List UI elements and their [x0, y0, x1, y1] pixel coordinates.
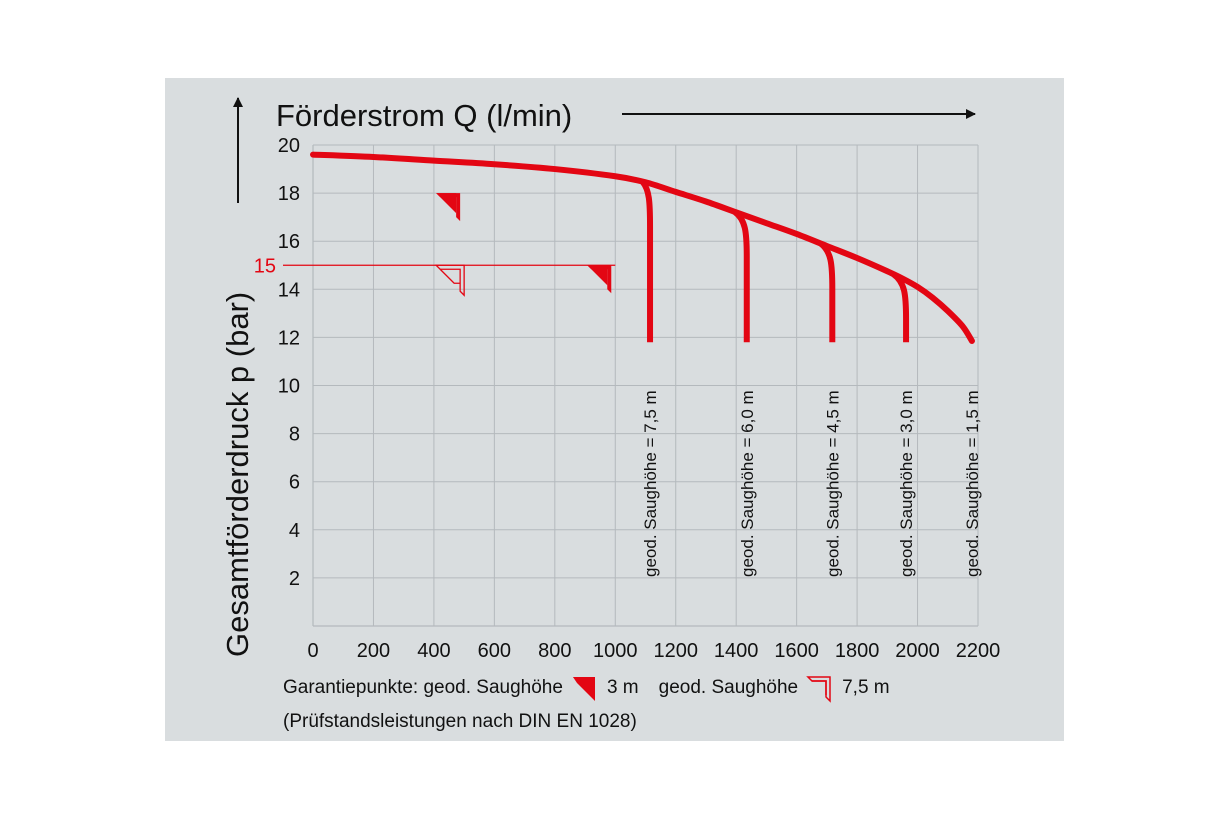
marker-inner [439, 268, 461, 284]
x-tick-label-5: 1000 [593, 640, 638, 662]
reference-line-label: 15 [254, 255, 276, 277]
legend-outline-value: 7,5 m [842, 677, 890, 698]
legend-label-2: geod. Saughöhe [658, 677, 799, 698]
filled-guarantee-marker-2 [587, 265, 612, 294]
marker-frame [436, 193, 461, 222]
x-tick-label-11: 2200 [956, 640, 1001, 662]
axes [312, 145, 978, 627]
series-label-1: geod. Saughöhe = 6,0 m [738, 390, 757, 577]
x-tick-label-0: 0 [307, 640, 318, 662]
outline-guarantee-marker-1 [434, 264, 465, 297]
x-tick-label-2: 400 [417, 640, 450, 662]
tick-labels: 0 200 400 600 800 1000 1200 1400 1600 1800 2000 220… [278, 135, 1001, 662]
branch-curve-1 [732, 209, 750, 343]
y-tick-label-9: 20 [278, 135, 300, 157]
main-curve [310, 151, 975, 345]
series-label-0: geod. Saughöhe = 7,5 m [641, 390, 660, 577]
y-tick-label-7: 16 [278, 231, 300, 253]
y-tick-label-6: 14 [278, 279, 300, 301]
x-tick-label-8: 1600 [774, 640, 819, 662]
x-axis-title: Förderstrom Q (l/min) [276, 98, 572, 133]
marker-outline [434, 264, 465, 297]
chart-panel [165, 78, 1064, 741]
legend-filled-value: 3 m [606, 677, 639, 698]
series-label-4: geod. Saughöhe = 1,5 m [963, 390, 982, 577]
filled-guarantee-icon [572, 677, 595, 701]
grid [312, 144, 979, 626]
marker-fill [436, 193, 457, 214]
x-tick-label-6: 1200 [653, 640, 698, 662]
guarantee-markers [434, 193, 612, 297]
series-labels: geod. Saughöhe = 7,5 m geod. Saughöhe = 6… [641, 390, 982, 577]
footnote: (Prüfstandsleistungen nach DIN EN 1028) [283, 711, 637, 732]
branch-curve-0 [640, 179, 654, 343]
marker-fill [587, 265, 608, 286]
marker-frame [587, 265, 612, 294]
y-tick-label-2: 6 [289, 472, 300, 494]
reference-line-15: 15 [254, 255, 616, 277]
y-axis-title: Gesamtförderdruck p (bar) [220, 292, 255, 657]
y-tick-label-1: 4 [289, 520, 300, 542]
branch-curve-2 [818, 241, 836, 343]
series-label-2: geod. Saughöhe = 4,5 m [823, 390, 842, 577]
y-tick-label-8: 18 [278, 183, 300, 205]
series-label-3: geod. Saughöhe = 3,0 m [897, 390, 916, 577]
curves [310, 151, 975, 345]
filled-guarantee-marker-0 [436, 193, 461, 222]
legend: Garantiepunkte: geod. Saughöhe 3 m geod.… [283, 673, 890, 703]
x-tick-label-4: 800 [538, 640, 571, 662]
x-tick-label-7: 1400 [714, 640, 759, 662]
y-tick-label-4: 10 [278, 376, 300, 398]
y-tick-label-3: 8 [289, 424, 300, 446]
branch-curve-3 [891, 271, 910, 343]
outline-guarantee-icon [806, 676, 831, 703]
y-tick-label-5: 12 [278, 327, 300, 349]
x-tick-label-10: 2000 [895, 640, 940, 662]
x-tick-label-1: 200 [357, 640, 390, 662]
x-tick-label-9: 1800 [835, 640, 880, 662]
y-tick-label-0: 2 [289, 568, 300, 590]
legend-label: Garantiepunkte: geod. Saughöhe [283, 677, 563, 698]
x-tick-label-3: 600 [478, 640, 511, 662]
